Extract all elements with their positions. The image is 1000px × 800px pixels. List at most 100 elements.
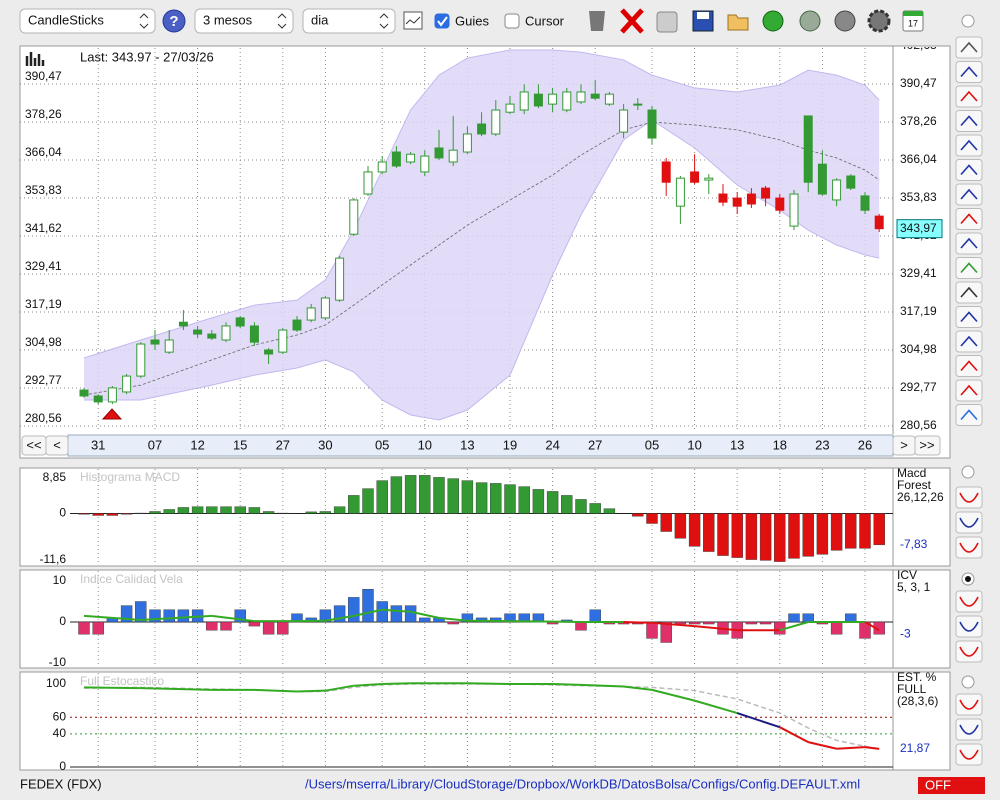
tool-button[interactable] xyxy=(955,85,983,108)
histogram-bar xyxy=(149,609,161,623)
candle-body xyxy=(292,319,302,331)
tool-button[interactable] xyxy=(955,404,983,426)
stoch-k-line xyxy=(140,687,212,691)
print-icon[interactable] xyxy=(656,11,678,33)
tool-button[interactable] xyxy=(955,718,983,741)
interval-select[interactable] xyxy=(302,8,396,34)
y-tick-label: 366,04 xyxy=(25,145,62,159)
tool-button[interactable] xyxy=(955,743,983,766)
candle-body xyxy=(590,93,600,99)
tool-button[interactable] xyxy=(955,232,983,255)
tool-button[interactable] xyxy=(955,590,983,613)
period-select[interactable] xyxy=(194,8,294,34)
histogram-bar xyxy=(490,483,502,514)
y-tick-label: 60 xyxy=(53,709,67,723)
histogram-bar xyxy=(234,506,246,514)
tool-button[interactable] xyxy=(955,693,983,716)
signal-line xyxy=(623,620,653,624)
config-path[interactable]: /Users/mserra/Library/CloudStorage/Dropb… xyxy=(305,776,860,791)
candle-body xyxy=(604,93,614,105)
tool-button[interactable] xyxy=(955,379,983,402)
tool-button[interactable] xyxy=(955,536,983,559)
radio-button[interactable] xyxy=(961,465,975,479)
candle-body xyxy=(221,325,231,341)
sync-icon[interactable] xyxy=(799,10,821,32)
tool-button[interactable] xyxy=(955,36,983,59)
last-value-label: -3 xyxy=(900,626,911,640)
histogram-bar xyxy=(688,513,701,547)
delete-icon[interactable] xyxy=(620,8,644,34)
tool-glyph xyxy=(959,492,979,503)
guides-checkbox[interactable] xyxy=(434,13,450,29)
tool-button[interactable] xyxy=(955,257,983,279)
tool-button[interactable] xyxy=(955,61,983,83)
guides-label: Guies xyxy=(455,13,489,28)
refresh-icon[interactable] xyxy=(762,10,784,32)
candle-body xyxy=(874,215,884,230)
chart-type-select[interactable] xyxy=(19,8,156,34)
x-tick-label: 27 xyxy=(276,437,290,452)
tool-glyph xyxy=(959,517,979,528)
candle-body xyxy=(207,333,217,339)
candle-body xyxy=(235,317,245,327)
tool-button[interactable] xyxy=(955,183,983,206)
candle-body xyxy=(150,339,160,345)
tool-glyph xyxy=(960,188,978,200)
histogram-bar xyxy=(78,621,90,635)
last-value-label: -7,83 xyxy=(900,537,928,551)
nav-last[interactable] xyxy=(914,435,941,456)
histogram-bar xyxy=(461,480,474,514)
tool-button[interactable] xyxy=(955,306,983,328)
histogram-bar xyxy=(348,597,360,623)
tool-glyph xyxy=(960,164,978,176)
cursor-label: Cursor xyxy=(525,13,565,28)
tool-glyph xyxy=(960,139,978,151)
x-tick-label: 10 xyxy=(418,437,432,452)
histogram-bar xyxy=(745,621,758,625)
signal-line xyxy=(779,621,809,632)
tool-button[interactable] xyxy=(955,355,983,377)
x-tick-label: 13 xyxy=(460,437,474,452)
signal-line xyxy=(382,608,411,613)
tool-button[interactable] xyxy=(955,640,983,663)
trash-icon[interactable] xyxy=(589,11,605,31)
help-button[interactable] xyxy=(162,9,186,33)
tool-button[interactable] xyxy=(955,159,983,181)
tool-button[interactable] xyxy=(955,486,983,509)
candle-body xyxy=(491,109,501,135)
chart-settings-icon[interactable] xyxy=(403,11,423,30)
x-tick-label: 12 xyxy=(190,437,204,452)
candle-body xyxy=(803,115,813,183)
histogram-bar xyxy=(788,613,800,623)
tool-button[interactable] xyxy=(955,281,983,304)
settings-icon[interactable] xyxy=(867,9,891,33)
y-tick-label: 100 xyxy=(46,676,66,690)
radio-button[interactable] xyxy=(961,675,975,689)
tool-button[interactable] xyxy=(955,330,983,353)
cursor-checkbox[interactable] xyxy=(504,13,520,29)
last-value-label: 21,87 xyxy=(900,741,930,755)
stoch-k-line xyxy=(694,699,738,715)
histogram-bar xyxy=(92,513,104,516)
open-icon[interactable] xyxy=(727,14,749,31)
candle-body xyxy=(434,147,444,159)
currency-icon[interactable] xyxy=(834,10,856,32)
histogram-bar xyxy=(774,513,786,562)
tool-button[interactable] xyxy=(955,110,983,132)
y-tick-label: 353,83 xyxy=(900,190,937,204)
nav-prev[interactable] xyxy=(45,435,69,456)
histogram-bar xyxy=(745,513,758,560)
tool-button[interactable] xyxy=(955,134,983,157)
tool-button[interactable] xyxy=(955,511,983,534)
tool-button[interactable] xyxy=(955,615,983,638)
x-tick-label: 13 xyxy=(730,437,744,452)
tool-button[interactable] xyxy=(955,208,983,230)
histogram-bar xyxy=(660,621,672,643)
candle-body xyxy=(647,109,657,139)
radio-button[interactable] xyxy=(961,14,975,28)
histogram-bar xyxy=(802,613,814,623)
histogram-bar xyxy=(561,495,573,514)
stoch-k-line xyxy=(864,746,880,750)
stoch-k-line xyxy=(83,686,141,690)
tool-glyph xyxy=(960,311,978,323)
